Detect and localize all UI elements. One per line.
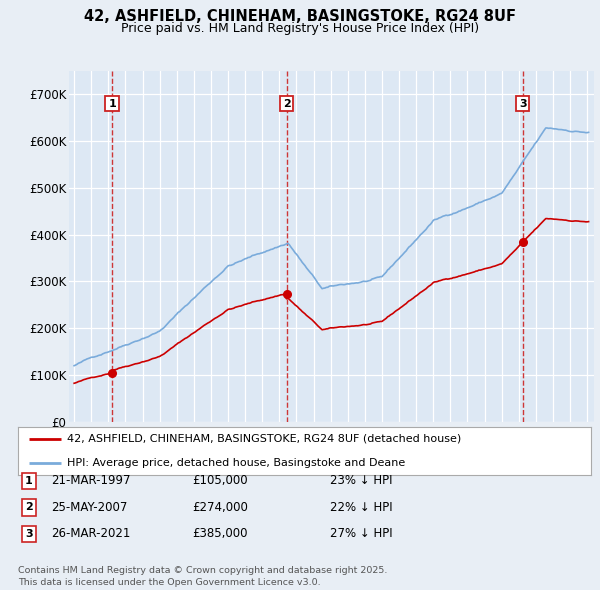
Text: 3: 3 xyxy=(25,529,32,539)
Text: 2: 2 xyxy=(25,503,32,512)
Text: 3: 3 xyxy=(519,99,527,109)
Text: £385,000: £385,000 xyxy=(192,527,248,540)
Text: 2: 2 xyxy=(283,99,290,109)
Text: 27% ↓ HPI: 27% ↓ HPI xyxy=(330,527,392,540)
Text: 1: 1 xyxy=(108,99,116,109)
Text: 42, ASHFIELD, CHINEHAM, BASINGSTOKE, RG24 8UF (detached house): 42, ASHFIELD, CHINEHAM, BASINGSTOKE, RG2… xyxy=(67,434,461,444)
Text: £274,000: £274,000 xyxy=(192,501,248,514)
Text: HPI: Average price, detached house, Basingstoke and Deane: HPI: Average price, detached house, Basi… xyxy=(67,458,405,468)
Text: 26-MAR-2021: 26-MAR-2021 xyxy=(51,527,130,540)
Text: 23% ↓ HPI: 23% ↓ HPI xyxy=(330,474,392,487)
Text: Price paid vs. HM Land Registry's House Price Index (HPI): Price paid vs. HM Land Registry's House … xyxy=(121,22,479,35)
Text: 25-MAY-2007: 25-MAY-2007 xyxy=(51,501,127,514)
Text: 21-MAR-1997: 21-MAR-1997 xyxy=(51,474,131,487)
Text: £105,000: £105,000 xyxy=(192,474,248,487)
Text: 1: 1 xyxy=(25,476,32,486)
Text: Contains HM Land Registry data © Crown copyright and database right 2025.
This d: Contains HM Land Registry data © Crown c… xyxy=(18,566,388,587)
Text: 22% ↓ HPI: 22% ↓ HPI xyxy=(330,501,392,514)
Text: 42, ASHFIELD, CHINEHAM, BASINGSTOKE, RG24 8UF: 42, ASHFIELD, CHINEHAM, BASINGSTOKE, RG2… xyxy=(84,9,516,24)
